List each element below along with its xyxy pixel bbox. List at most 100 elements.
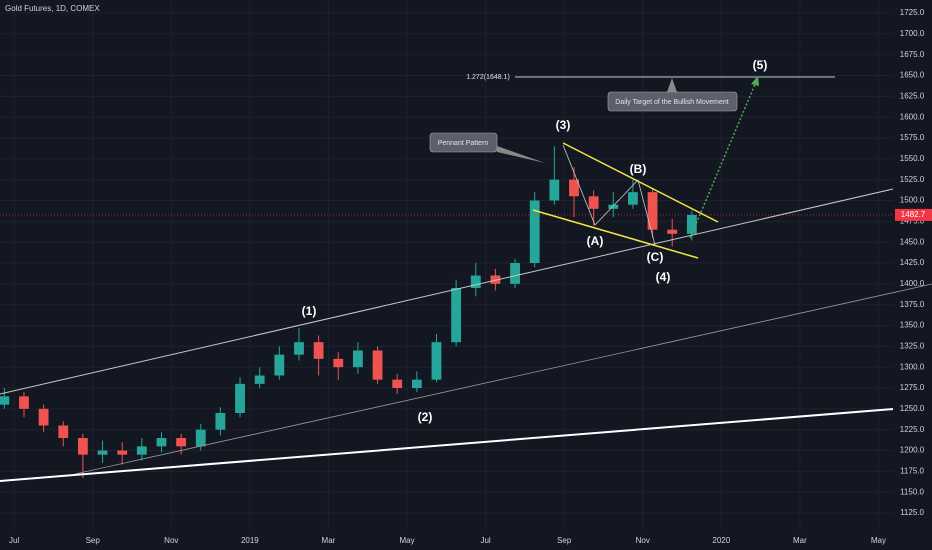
candle-body xyxy=(667,229,678,234)
candle-body xyxy=(529,200,540,263)
candle-body xyxy=(588,196,599,209)
y-tick-label: 1700.0 xyxy=(900,29,925,38)
x-tick-label: Sep xyxy=(86,536,101,545)
candle-body xyxy=(313,342,324,359)
y-tick-label: 1475.0 xyxy=(900,216,925,225)
y-tick-label: 1675.0 xyxy=(900,50,925,59)
candle-body xyxy=(38,408,49,426)
candle-body xyxy=(77,438,88,455)
candle-body xyxy=(254,375,265,384)
candle-body xyxy=(235,383,245,413)
middle-channel xyxy=(74,283,932,475)
candle-body xyxy=(392,379,403,388)
candle-body xyxy=(274,354,285,376)
pattern-callout xyxy=(429,132,498,153)
y-tick-label: 1150.0 xyxy=(900,487,924,496)
candle-body xyxy=(411,379,422,388)
callout-pointer xyxy=(667,78,677,92)
candle-body xyxy=(352,350,363,368)
y-tick-label: 1250.0 xyxy=(900,404,925,413)
x-tick-label: Mar xyxy=(322,536,336,545)
y-tick-label: 1725.0 xyxy=(900,8,925,17)
x-tick-label: Jul xyxy=(480,536,490,545)
candle-body xyxy=(215,413,226,430)
candle-body xyxy=(294,342,304,355)
wave-label: (2) xyxy=(418,410,433,424)
y-tick-label: 1300.0 xyxy=(900,362,925,371)
x-tick-label: Sep xyxy=(557,536,572,545)
candle-body xyxy=(431,342,442,380)
candle-body xyxy=(195,429,206,447)
wave-label: (B) xyxy=(630,162,647,176)
y-tick-label: 1225.0 xyxy=(900,425,925,434)
wave-label: (C) xyxy=(647,250,664,264)
y-tick-label: 1350.0 xyxy=(900,321,925,330)
x-tick-label: Jul xyxy=(9,536,19,545)
y-tick-label: 1550.0 xyxy=(900,154,925,163)
candle-body xyxy=(117,450,128,455)
candle-body xyxy=(176,438,187,447)
y-tick-label: 1400.0 xyxy=(900,279,925,288)
x-tick-label: Mar xyxy=(793,536,807,545)
y-tick-label: 1650.0 xyxy=(900,71,925,80)
y-tick-label: 1525.0 xyxy=(900,175,925,184)
candle-body xyxy=(372,350,383,380)
pattern-note: Pennant Pattern xyxy=(438,140,489,147)
candle-body xyxy=(19,396,29,409)
candle-body xyxy=(470,275,481,288)
pennant-lower xyxy=(532,209,699,259)
abc-zigzag xyxy=(562,144,656,246)
candle-body xyxy=(686,214,697,234)
y-tick-label: 1375.0 xyxy=(900,300,925,309)
target-arrow xyxy=(689,81,757,239)
y-tick-label: 1325.0 xyxy=(900,341,925,350)
fib-label: 1.272(1648.1) xyxy=(466,74,510,81)
last-price-label: 1482.7 xyxy=(901,210,926,219)
y-tick-label: 1625.0 xyxy=(900,91,925,100)
drawings xyxy=(0,76,932,482)
x-tick-label: May xyxy=(399,536,414,545)
y-tick-label: 1450.0 xyxy=(900,237,925,246)
candle-body xyxy=(156,438,167,447)
long-trendline xyxy=(0,408,894,482)
candle-body xyxy=(58,425,69,438)
x-tick-label: Nov xyxy=(636,536,650,545)
chart-title: Gold Futures, 1D, COMEX xyxy=(5,4,100,13)
callout-pointer xyxy=(497,146,545,163)
candle-body xyxy=(608,204,619,209)
candle-body xyxy=(510,263,520,284)
candle-body xyxy=(647,192,658,230)
candle-body xyxy=(333,358,344,368)
target-callout xyxy=(607,91,738,112)
y-tick-label: 1275.0 xyxy=(900,383,925,392)
last-price-box xyxy=(895,208,932,221)
x-tick-label: 2020 xyxy=(712,536,730,545)
y-tick-label: 1500.0 xyxy=(900,196,925,205)
candle-body xyxy=(451,288,462,343)
candle-body xyxy=(569,179,579,197)
x-tick-label: Nov xyxy=(164,536,178,545)
candle-body xyxy=(97,450,108,455)
wave-label: (1) xyxy=(302,304,317,318)
x-tick-label: 2019 xyxy=(241,536,259,545)
arrow-head xyxy=(751,76,759,86)
candle-body xyxy=(628,192,638,205)
candle-body xyxy=(136,446,147,455)
y-tick-label: 1200.0 xyxy=(900,446,925,455)
candle-body xyxy=(490,275,501,284)
candle-body xyxy=(549,179,560,201)
y-tick-label: 1600.0 xyxy=(900,112,925,121)
candle-body xyxy=(0,396,10,405)
y-tick-label: 1425.0 xyxy=(900,258,925,267)
y-tick-label: 1575.0 xyxy=(900,133,925,142)
wave-label: (3) xyxy=(556,118,571,132)
x-tick-label: May xyxy=(871,536,886,545)
wave-label: (4) xyxy=(656,270,671,284)
y-tick-label: 1175.0 xyxy=(900,466,924,475)
upper-channel xyxy=(0,188,894,395)
pennant-upper xyxy=(562,142,719,223)
wave-label: (A) xyxy=(587,234,604,248)
target-note: Daily Target of the Bullish Movement xyxy=(615,99,729,106)
